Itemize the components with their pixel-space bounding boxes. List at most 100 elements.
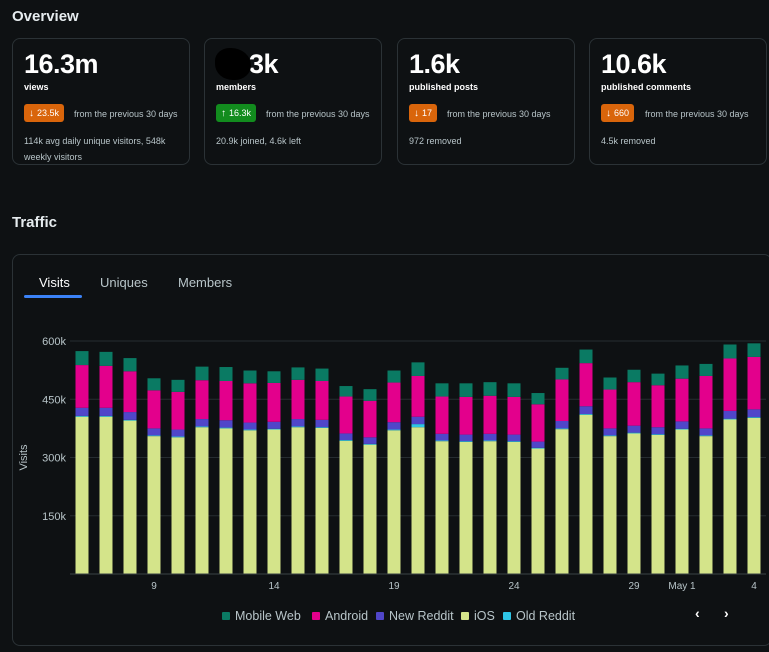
bar-segment-ios [315,427,329,574]
bar-segment-android [123,371,137,413]
bar-segment-android [99,365,113,408]
comments-value: 10.6k [601,49,667,79]
tab-members[interactable]: Members [178,275,233,290]
tab-visits[interactable]: Visits [39,275,70,290]
legend-mobile-web[interactable]: Mobile Web [222,609,301,623]
bar-segment-android [507,396,521,435]
bar-segment-ios [99,416,113,574]
arrow-down-icon: ↓ [414,107,419,119]
bar-segment-old-reddit [195,426,209,428]
tab-uniques[interactable]: Uniques [100,275,148,290]
bar-segment-old-reddit [723,418,737,420]
views-change-value: 23.5k [37,108,60,118]
bar-segment-ios [243,430,257,574]
views-compare-text: from the previous 30 days [74,109,178,119]
posts-change-badge: ↓ 17 [409,104,438,122]
bar-segment-old-reddit [555,428,569,430]
bar-segment-android [315,380,329,420]
bar-segment-new-reddit [579,406,593,415]
legend-label: iOS [474,609,495,623]
bar-segment-mobile-web [363,389,377,401]
legend-swatch [222,612,230,620]
bar-segment-old-reddit [99,415,113,417]
bar-segment-ios [603,436,617,574]
bar-segment-new-reddit [651,427,665,435]
bar-segment-android [675,378,689,422]
bar-segment-mobile-web [171,379,185,392]
bar-segment-mobile-web [147,378,161,391]
chevron-left-icon[interactable]: ‹ [695,605,700,621]
bar-segment-android [699,375,713,429]
bar-segment-android [171,391,185,430]
legend-android[interactable]: Android [312,609,368,623]
views-card: 16.3m views ↓ 23.5k from the previous 30… [12,38,190,165]
x-tick-label: May 1 [668,581,696,592]
bar-segment-new-reddit [435,433,449,441]
bar-segment-android [411,375,425,417]
bar-segment-ios [747,417,761,574]
members-subtext: 20.9k joined, 4.6k left [216,136,302,146]
comments-change-value: 660 [614,108,630,118]
bar-segment-ios [675,429,689,574]
bar-segment-android [75,365,89,408]
bar-segment-old-reddit [147,435,161,437]
members-compare-text: from the previous 30 days [266,109,370,119]
posts-subtext: 972 removed [409,136,462,146]
bar-segment-android [435,396,449,434]
bar-segment-mobile-web [747,343,761,357]
bar-segment-old-reddit [363,443,377,445]
bar-segment-ios [195,427,209,574]
traffic-panel: Visits Uniques Members 150k 300k 450k 600k V… [12,254,769,646]
bar-segment-old-reddit [675,428,689,430]
bar-segment-ios [75,416,89,574]
bar-segment-mobile-web [291,367,305,380]
bar-segment-ios [411,427,425,574]
traffic-title: Traffic [12,214,58,231]
legend-new-reddit[interactable]: New Reddit [376,609,454,623]
bar-segment-old-reddit [339,440,353,441]
y-tick-label: 600k [42,336,66,348]
bar-segment-new-reddit [723,410,737,419]
views-subtext: 114k avg daily unique visitors, 548k wee… [24,136,166,162]
legend-label: Old Reddit [516,609,576,623]
bar-segment-old-reddit [579,414,593,415]
bar-segment-new-reddit [315,419,329,428]
bar-segment-old-reddit [75,415,89,417]
bar-segment-mobile-web [675,365,689,379]
bar-segment-android [387,382,401,423]
legend-swatch [503,612,511,620]
bar-segment-new-reddit [555,420,569,429]
bar-segment-new-reddit [147,428,161,436]
posts-change-value: 17 [422,108,433,118]
bar-segment-ios [291,427,305,574]
bar-segment-ios [555,429,569,574]
legend-old-reddit[interactable]: Old Reddit [503,609,575,623]
bar-segment-old-reddit [291,426,305,428]
posts-label: published posts [409,82,479,92]
bar-segment-new-reddit [243,422,257,430]
legend-ios[interactable]: iOS [461,609,495,623]
active-tab-indicator [24,295,82,298]
legend-label: New Reddit [389,609,454,623]
bar-segment-android [579,363,593,407]
members-change-badge: ↑ 16.3k [216,104,257,122]
views-label: views [24,82,49,92]
x-tick-label: 9 [151,581,157,592]
comments-change-badge: ↓ 660 [601,104,635,122]
bar-segment-android [291,379,305,420]
bar-segment-mobile-web [699,363,713,376]
bar-segment-android [219,380,233,421]
y-tick-label: 300k [42,453,66,465]
bar-segment-ios [219,428,233,574]
bar-segment-new-reddit [171,429,185,437]
bar-segment-mobile-web [507,383,521,397]
bar-segment-ios [435,441,449,574]
bar-segment-ios [627,433,641,574]
members-label: members [216,82,257,92]
bar-segment-android [147,390,161,429]
bar-segment-ios [579,414,593,574]
arrow-up-icon: ↑ [221,107,226,119]
chevron-right-icon[interactable]: › [724,605,729,621]
bar-segment-ios [147,436,161,574]
bar-segment-new-reddit [219,420,233,428]
